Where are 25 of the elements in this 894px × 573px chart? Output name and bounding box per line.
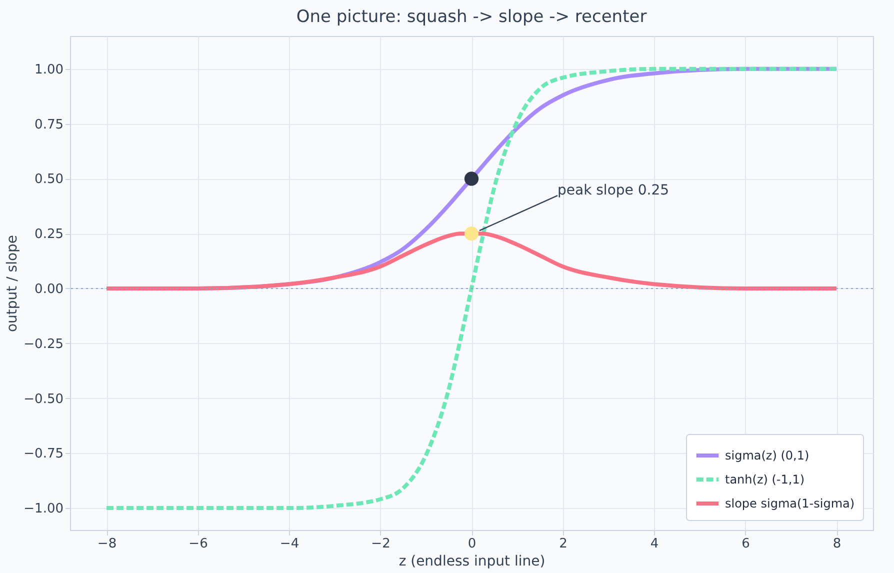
y-tick-label: 0.50 xyxy=(34,172,64,188)
legend-label: tanh(z) (-1,1) xyxy=(725,472,805,486)
y-tick-label: 0.00 xyxy=(34,282,64,297)
y-tick-label: 0.25 xyxy=(34,227,64,242)
x-tick-label: 2 xyxy=(559,536,568,552)
x-tick-label: 0 xyxy=(468,536,476,552)
x-tick-label: −2 xyxy=(371,536,390,552)
y-tick-label: 1.00 xyxy=(34,62,64,78)
y-axis-title: output / slope xyxy=(4,234,21,332)
x-tick-label: 6 xyxy=(742,536,750,552)
x-tick-label: −8 xyxy=(97,536,117,552)
y-tick-label: −0.25 xyxy=(24,336,64,352)
x-axis-title: z (endless input line) xyxy=(398,554,546,570)
x-tick-label: 4 xyxy=(650,536,659,552)
x-tick-label: −4 xyxy=(280,536,300,552)
y-tick-label: −1.00 xyxy=(24,502,64,517)
chart-title: One picture: squash -> slope -> recenter xyxy=(296,7,647,27)
x-tick-label: 8 xyxy=(832,536,842,552)
y-tick-label: −0.50 xyxy=(24,392,64,407)
y-tick-label: 0.75 xyxy=(34,117,64,132)
legend-label: slope sigma(1-sigma) xyxy=(725,496,855,510)
annotation: peak slope 0.25 xyxy=(558,182,670,199)
legend-label: sigma(z) (0,1) xyxy=(725,448,810,462)
x-tick-label: −6 xyxy=(188,536,208,552)
y-tick-label: −0.75 xyxy=(24,446,64,462)
